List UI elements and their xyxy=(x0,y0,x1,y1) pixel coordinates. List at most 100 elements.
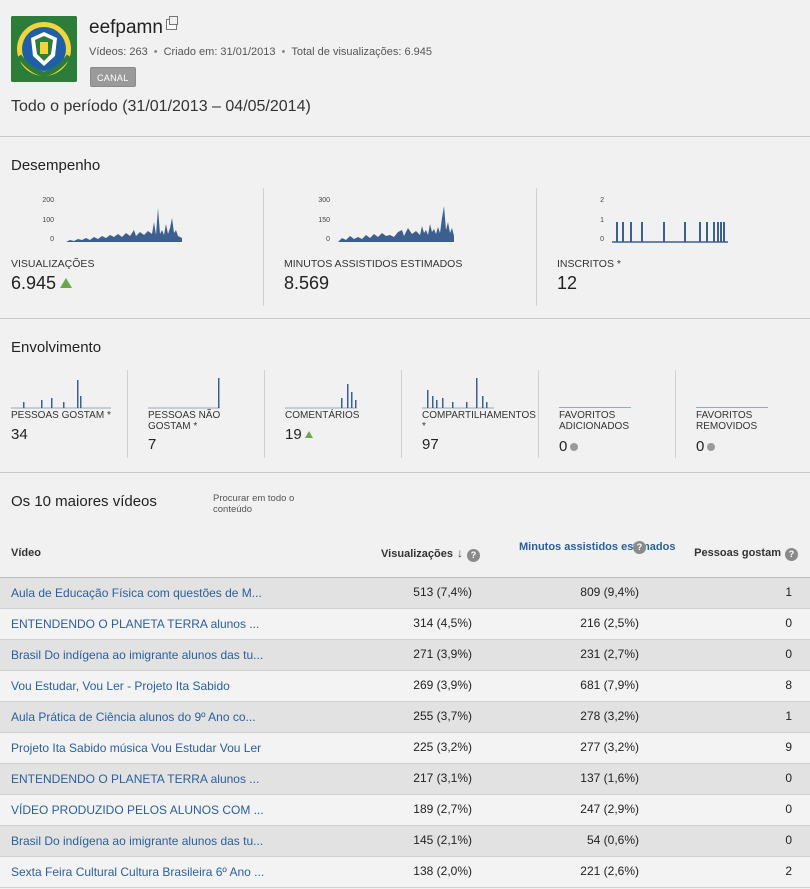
subscribers-value: 12 xyxy=(557,273,578,293)
axis-label: 100 xyxy=(42,217,54,224)
favorites-removed-value: 0 xyxy=(696,438,716,455)
date-range-selector[interactable]: Todo o período (31/01/2013 – 04/05/2014) xyxy=(11,98,311,115)
favorites-added-label: FAVORITOS ADICIONADOS xyxy=(559,410,630,432)
video-count: Vídeos: 263 xyxy=(89,46,148,58)
likes-cell: 0 xyxy=(785,616,792,630)
table-row[interactable]: Brasil Do indígena ao imigrante alunos d… xyxy=(0,640,810,671)
minutes-cell: 221 (2,6%) xyxy=(580,864,639,878)
channel-name-link[interactable]: eefpamn xyxy=(89,16,178,39)
axis-label: 1 xyxy=(600,217,604,224)
minutes-cell: 216 (2,5%) xyxy=(580,616,639,630)
created-date: Criado em: 31/01/2013 xyxy=(163,46,276,58)
likes-cell: 9 xyxy=(785,740,792,754)
dislikes-sparkline[interactable] xyxy=(148,378,222,410)
trend-up-icon xyxy=(60,278,73,288)
table-row[interactable]: Vou Estudar, Vou Ler - Projeto Ita Sabid… xyxy=(0,671,810,702)
total-views: Total de visualizações: 6.945 xyxy=(291,46,433,58)
canal-button[interactable]: CANAL xyxy=(90,67,136,87)
video-title-link[interactable]: Aula Prática de Ciência alunos do 9º Ano… xyxy=(11,710,256,724)
video-title-link[interactable]: Vou Estudar, Vou Ler - Projeto Ita Sabid… xyxy=(11,679,230,693)
table-row[interactable]: ENTENDENDO O PLANETA TERRA alunos ... 31… xyxy=(0,609,810,640)
likes-cell: 1 xyxy=(785,709,792,723)
likes-label: PESSOAS GOSTAM * xyxy=(11,410,111,421)
comments-sparkline[interactable] xyxy=(285,378,359,410)
likes-cell: 0 xyxy=(785,802,792,816)
axis-label: 2 xyxy=(600,197,604,204)
external-link-icon[interactable] xyxy=(165,16,178,30)
table-row[interactable]: Aula Prática de Ciência alunos do 9º Ano… xyxy=(0,702,810,733)
divider xyxy=(538,370,539,458)
views-cell: 189 (2,7%) xyxy=(413,802,472,816)
favorites-removed-label: FAVORITOS REMOVIDOS xyxy=(696,410,758,432)
video-title-link[interactable]: Brasil Do indígena ao imigrante alunos d… xyxy=(11,834,264,848)
top-videos-title: Os 10 maiores vídeos xyxy=(11,493,157,510)
table-row[interactable]: Sexta Feira Cultural Cultura Brasileira … xyxy=(0,857,810,888)
column-header-likes[interactable]: Pessoas gostam? xyxy=(694,547,798,561)
axis-label: 150 xyxy=(318,217,330,224)
minutes-sparkline[interactable] xyxy=(338,200,456,246)
table-row[interactable]: Brasil Do indígena ao imigrante alunos d… xyxy=(0,826,810,857)
video-title-link[interactable]: ENTENDENDO O PLANETA TERRA alunos ... xyxy=(11,617,260,631)
likes-cell: 0 xyxy=(785,647,792,661)
video-title-link[interactable]: Projeto Ita Sabido música Vou Estudar Vo… xyxy=(11,741,262,755)
likes-value: 34 xyxy=(11,426,28,443)
divider xyxy=(263,188,264,306)
axis-label: 0 xyxy=(600,236,604,243)
views-cell: 269 (3,9%) xyxy=(413,678,472,692)
help-icon[interactable]: ? xyxy=(785,548,798,561)
minutes-cell: 137 (1,6%) xyxy=(580,771,639,785)
minutes-cell: 247 (2,9%) xyxy=(580,802,639,816)
channel-name: eefpamn xyxy=(89,17,163,38)
help-icon[interactable]: ? xyxy=(633,541,646,554)
table-row[interactable]: VÍDEO PRODUZIDO PELOS ALUNOS COM ... 189… xyxy=(0,795,810,826)
divider xyxy=(0,318,810,319)
channel-avatar[interactable] xyxy=(11,16,77,82)
performance-title: Desempenho xyxy=(11,157,101,174)
column-header-views[interactable]: Visualizações ↓? xyxy=(381,546,480,562)
views-cell: 138 (2,0%) xyxy=(413,864,472,878)
video-title-link[interactable]: Sexta Feira Cultural Cultura Brasileira … xyxy=(11,865,265,879)
divider xyxy=(0,577,810,578)
sort-down-icon[interactable]: ↓ xyxy=(457,546,463,560)
column-header-video[interactable]: Vídeo xyxy=(11,547,41,559)
minutes-cell: 231 (2,7%) xyxy=(580,647,639,661)
video-title-link[interactable]: Aula de Educação Física com questões de … xyxy=(11,586,262,600)
minutes-cell: 277 (3,2%) xyxy=(580,740,639,754)
subscribers-sparkline[interactable] xyxy=(612,200,730,246)
divider xyxy=(401,370,402,458)
table-row[interactable]: Aula de Educação Física com questões de … xyxy=(0,578,810,609)
axis-label: 0 xyxy=(50,236,54,243)
trend-up-icon xyxy=(304,431,313,438)
axis-label: 0 xyxy=(326,236,330,243)
divider xyxy=(536,188,537,306)
neutral-dot-icon xyxy=(570,443,579,451)
minutes-cell: 278 (3,2%) xyxy=(580,709,639,723)
favorites-removed-sparkline[interactable] xyxy=(696,407,768,408)
search-all-content-link[interactable]: Procurar em todo o conteúdo xyxy=(213,493,295,515)
column-header-minutes[interactable]: Minutos assistidos estimados? xyxy=(519,541,676,554)
shares-value: 97 xyxy=(422,436,439,453)
subscribers-label: INSCRITOS * xyxy=(557,258,621,270)
table-row[interactable]: Projeto Ita Sabido música Vou Estudar Vo… xyxy=(0,733,810,764)
video-title-link[interactable]: VÍDEO PRODUZIDO PELOS ALUNOS COM ... xyxy=(11,803,264,817)
favorites-added-sparkline[interactable] xyxy=(559,407,631,408)
divider xyxy=(675,370,676,458)
likes-sparkline[interactable] xyxy=(11,378,111,410)
engagement-title: Envolvimento xyxy=(11,339,102,356)
neutral-dot-icon xyxy=(707,443,716,451)
help-icon[interactable]: ? xyxy=(467,549,480,562)
dislikes-value: 7 xyxy=(148,436,157,453)
minutes-value: 8.569 xyxy=(284,273,330,293)
shares-sparkline[interactable] xyxy=(422,378,522,410)
channel-meta: Vídeos: 263 • Criado em: 31/01/2013 • Total … xyxy=(89,46,433,58)
minutes-label: MINUTOS ASSISTIDOS ESTIMADOS xyxy=(284,258,463,270)
favorites-added-value: 0 xyxy=(559,438,579,455)
school-logo-icon xyxy=(11,16,77,82)
axis-label: 300 xyxy=(318,197,330,204)
table-row[interactable]: ENTENDENDO O PLANETA TERRA alunos ... 21… xyxy=(0,764,810,795)
video-title-link[interactable]: Brasil Do indígena ao imigrante alunos d… xyxy=(11,648,264,662)
video-title-link[interactable]: ENTENDENDO O PLANETA TERRA alunos ... xyxy=(11,772,260,786)
divider xyxy=(264,370,265,458)
likes-cell: 0 xyxy=(785,833,792,847)
views-sparkline[interactable] xyxy=(66,200,184,246)
